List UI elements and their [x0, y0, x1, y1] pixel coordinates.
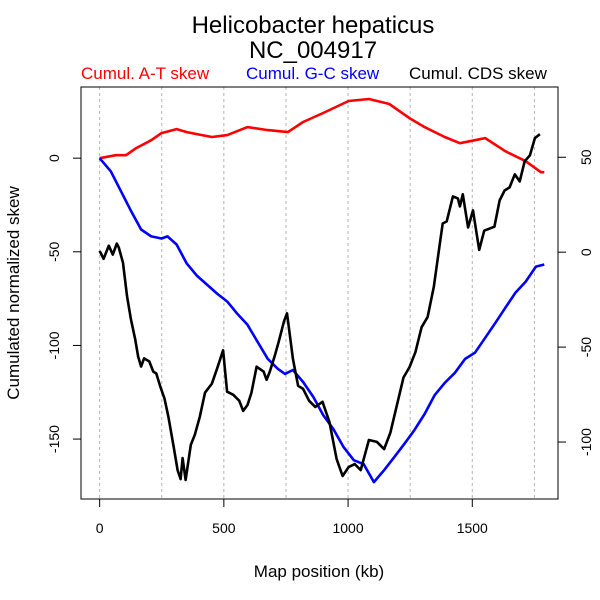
- y-right-tick-label: 0: [578, 248, 594, 256]
- y-left-tick-label: -150: [46, 425, 62, 453]
- series-line-0: [99, 97, 545, 174]
- plot-frame: [80, 86, 559, 500]
- legend-gc-skew: Cumul. G-C skew: [246, 64, 380, 83]
- y-axis-left: 0 -50 -100 -150: [46, 154, 81, 453]
- y-right-tick-label: 50: [578, 149, 594, 165]
- y-left-tick-label: -50: [46, 241, 62, 261]
- x-tick-label: 1500: [457, 520, 488, 536]
- y-axis-label: Cumulated normalized skew: [4, 186, 23, 400]
- x-tick-label: 500: [212, 520, 236, 536]
- x-tick-label: 1000: [332, 520, 363, 536]
- y-left-tick-label: -100: [46, 331, 62, 359]
- grid-lines: [99, 87, 535, 499]
- x-axis: 0 500 1000 1500: [96, 499, 488, 536]
- y-left-tick-label: 0: [46, 154, 62, 162]
- series-line-1: [98, 157, 545, 484]
- x-axis-label: Map position (kb): [254, 562, 384, 581]
- y-axis-right: 50 0 -50 -100: [558, 149, 594, 456]
- x-tick-label: 0: [96, 520, 104, 536]
- series-line-2: [98, 133, 541, 482]
- chart-subtitle: NC_004917: [249, 37, 377, 64]
- y-right-tick-label: -100: [578, 428, 594, 456]
- chart-title: Helicobacter hepaticus: [192, 12, 435, 39]
- y-right-tick-label: -50: [578, 337, 594, 357]
- legend-at-skew: Cumul. A-T skew: [81, 64, 210, 83]
- series-lines: [98, 97, 545, 484]
- legend-cds-skew: Cumul. CDS skew: [409, 64, 548, 83]
